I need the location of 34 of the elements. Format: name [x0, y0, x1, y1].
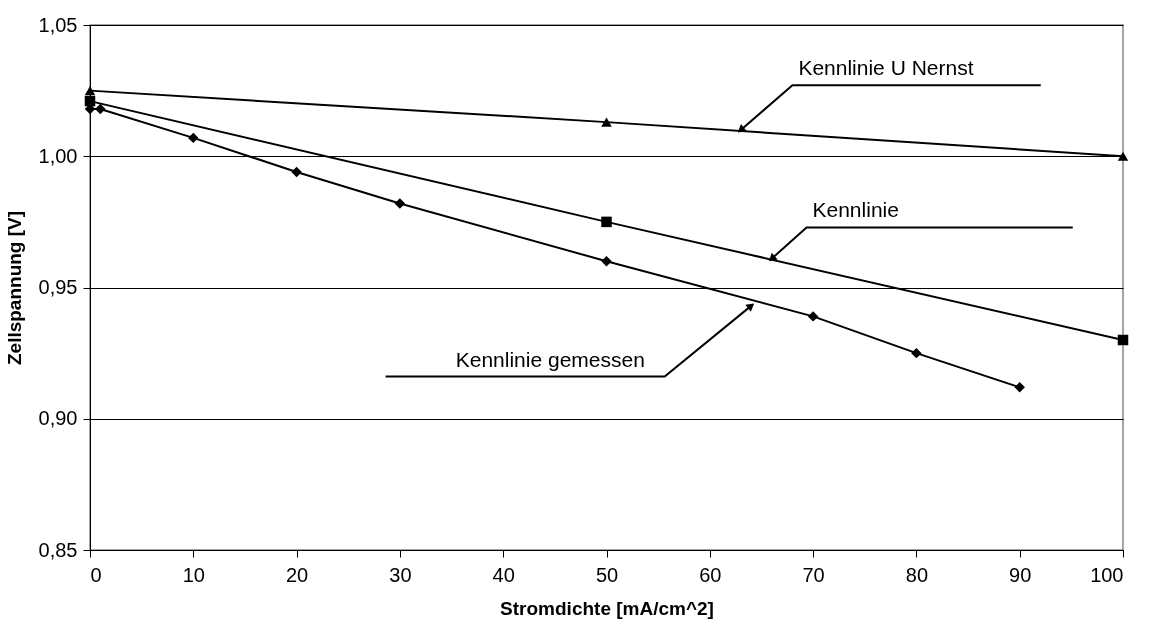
y-tick-label: 1,00: [38, 144, 78, 167]
y-tick-label: 0,90: [38, 407, 78, 430]
x-tick-label: 90: [1009, 563, 1032, 586]
point: [188, 132, 199, 144]
point: [394, 198, 406, 209]
x-tick-label: 100: [1090, 563, 1124, 586]
annotation: Kennlinie gemessen: [455, 347, 645, 371]
point: [1014, 382, 1025, 393]
y-axis-title: Zellspannung [V]: [3, 210, 25, 366]
point: [601, 117, 612, 127]
annotation: Kennlinie: [812, 198, 899, 222]
point: [911, 347, 922, 359]
y-tick-label: 0,85: [38, 538, 78, 561]
y-tick-label: 1,05: [38, 13, 78, 36]
y-tick-label: 0,95: [38, 276, 78, 298]
point: [601, 216, 612, 228]
x-tick-label: 0: [90, 563, 102, 586]
x-tick-label: 20: [285, 563, 309, 586]
point: [291, 166, 302, 178]
point: [807, 311, 819, 322]
point: [95, 103, 106, 115]
x-axis-title: Stromdichte [mA/cm^2]: [500, 597, 714, 619]
x-tick-label: 50: [595, 563, 619, 586]
annotation: Kennlinie U Nernst: [798, 56, 974, 80]
point: [1117, 334, 1129, 346]
x-tick-label: 70: [802, 563, 825, 586]
x-tick-label: 40: [492, 563, 515, 586]
point: [601, 256, 612, 267]
x-tick-label: 60: [699, 563, 722, 586]
x-tick-label: 80: [905, 563, 929, 586]
x-tick-label: 30: [389, 563, 412, 586]
point: [84, 86, 96, 96]
point: [1117, 151, 1129, 161]
x-tick-label: 10: [182, 563, 205, 586]
